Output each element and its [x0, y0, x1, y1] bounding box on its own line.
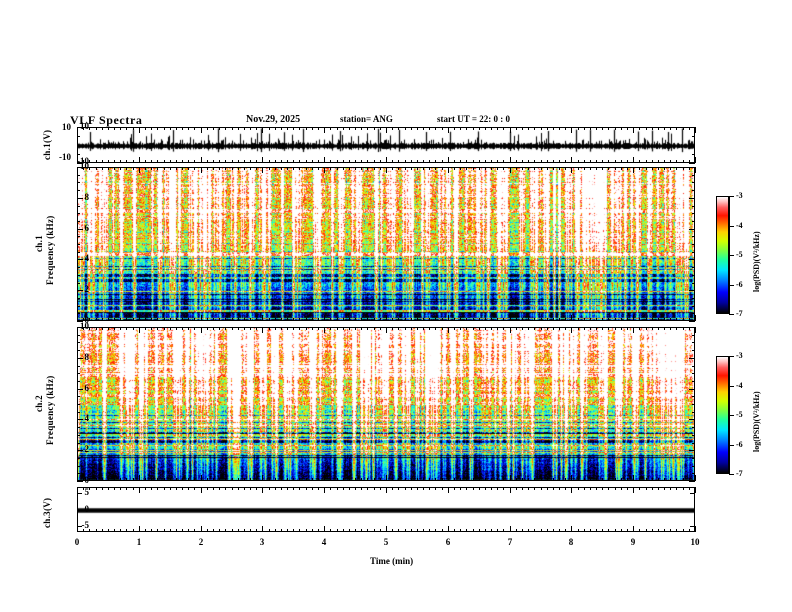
axis-tick [729, 474, 734, 475]
colorbar-ch1 [716, 196, 729, 314]
colorbar-tick-1--6: -6 [736, 440, 743, 449]
ch1-ytick-neg10: -10 [59, 152, 71, 162]
colorbar-tick-1--4: -4 [736, 381, 743, 390]
x-tick-label-8: 8 [568, 537, 574, 547]
axis-tick [689, 163, 695, 164]
x-tick-label-1: 1 [136, 537, 142, 547]
colorbar-tick-0--6: -6 [736, 280, 743, 289]
x-tick-label-5: 5 [383, 537, 389, 547]
x-tick-label-10: 10 [690, 537, 700, 547]
axis-tick [729, 196, 734, 197]
colorbar-tick-1--5: -5 [736, 410, 743, 419]
colorbar-tick-0--3: -3 [736, 191, 743, 200]
colorbar-ch1-label: log(PSD)(V²/kHz) [752, 231, 761, 292]
colorbar-tick-0--7: -7 [736, 309, 743, 318]
panel-ch1-spectrogram-ylabel-ch: ch.1 [34, 235, 44, 252]
x-tick-label-6: 6 [445, 537, 451, 547]
axis-tick [729, 314, 734, 315]
axis-tick [729, 386, 734, 387]
ch1-ytick-10: 10 [62, 122, 71, 132]
panel-ch3-voltage-ylabel: ch.3(V) [42, 497, 52, 528]
colorbar-tick-1--3: -3 [736, 351, 743, 360]
x-tick-label-2: 2 [198, 537, 204, 547]
axis-tick [729, 356, 730, 474]
panel-ch2-spectrogram-ylabel-ch: ch.2 [34, 395, 44, 412]
ch2-spectrogram-image [78, 328, 694, 480]
panel-ch1-spectrogram [77, 167, 695, 321]
ch1-waveform-trace [78, 128, 694, 162]
axis-tick [729, 255, 734, 256]
axis-tick [729, 445, 734, 446]
panel-ch1-voltage [77, 127, 695, 163]
axis-tick [695, 475, 696, 481]
colorbar-ch2 [716, 356, 729, 474]
axis-tick [77, 321, 83, 322]
axis-tick [695, 315, 696, 321]
x-axis-title: Time (min) [370, 556, 414, 566]
axis-tick [729, 356, 734, 357]
page-title: VLF Spectra [70, 113, 143, 127]
colorbar-tick-0--4: -4 [736, 221, 743, 230]
x-tick-label-7: 7 [507, 537, 513, 547]
colorbar-tick-1--7: -7 [736, 469, 743, 478]
axis-tick [695, 327, 696, 333]
axis-tick [729, 196, 730, 314]
axis-tick [695, 127, 696, 133]
axis-tick [695, 526, 696, 532]
colorbar-ch2-label: log(PSD)(V²/kHz) [752, 391, 761, 452]
axis-tick [689, 321, 695, 322]
panel-ch1-spectrogram-ylabel-freq: Frequency (kHz) [45, 215, 55, 285]
x-tick-label-4: 4 [321, 537, 327, 547]
panel-ch2-spectrogram [77, 327, 695, 481]
axis-tick [77, 481, 83, 482]
axis-tick [77, 163, 83, 164]
axis-tick [695, 167, 696, 173]
panel-ch3-voltage [77, 487, 695, 532]
colorbar-tick-0--5: -5 [736, 250, 743, 259]
panel-ch2-spectrogram-ylabel-freq: Frequency (kHz) [45, 375, 55, 445]
station-label: station= ANG [340, 114, 393, 124]
axis-tick [729, 226, 734, 227]
axis-tick [729, 415, 734, 416]
axis-tick [695, 487, 696, 493]
x-tick-label-3: 3 [259, 537, 265, 547]
start-ut-label: start UT = 22: 0 : 0 [437, 114, 510, 124]
ch1-spectrogram-image [78, 168, 694, 320]
axis-tick [689, 481, 695, 482]
axis-tick [695, 157, 696, 163]
observation-date: Nov.29, 2025 [246, 114, 301, 125]
ch3-waveform-trace [78, 488, 694, 531]
x-tick-label-0: 0 [74, 537, 80, 547]
axis-tick [729, 285, 734, 286]
x-tick-label-9: 9 [630, 537, 636, 547]
